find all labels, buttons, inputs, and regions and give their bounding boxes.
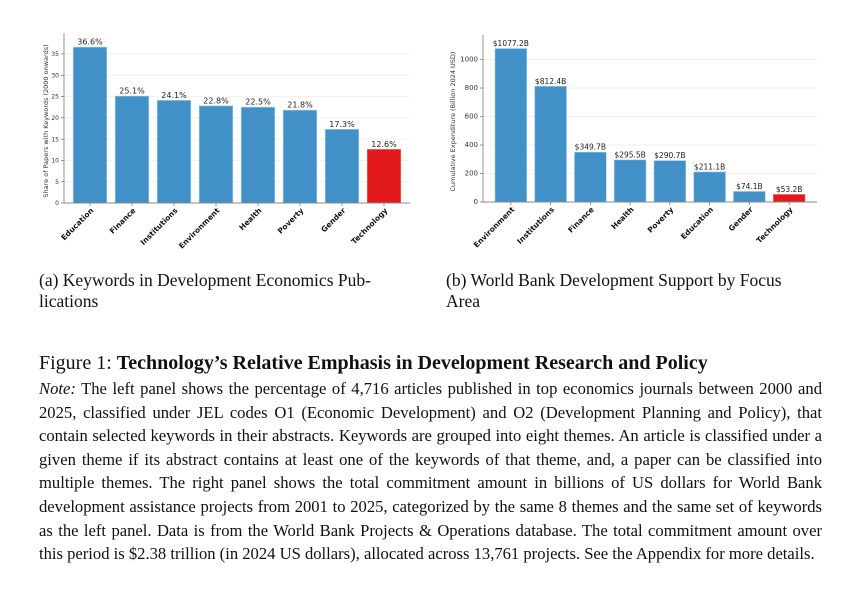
data-label: $74.1B [736,182,763,191]
x-tick-label: Health [609,205,635,231]
subcaption-a: (a) Keywords in Development Economics Pu… [39,270,424,312]
y-tick-label: 0 [474,198,478,206]
data-label: $290.7B [654,151,685,160]
x-tick-label: Institutions [139,206,180,247]
data-label: 22.5% [245,98,271,107]
data-label: $349.7B [575,143,606,152]
x-tick-label: Poverty [646,205,676,235]
bar-institutions [534,85,567,203]
bar-gender [733,191,766,203]
y-tick-label: 15 [51,136,59,143]
y-tick-label: 0 [55,200,59,207]
data-label: 17.3% [329,120,355,129]
bar-technology [772,194,806,203]
y-tick-label: 800 [465,84,478,92]
bar-gender [324,129,360,204]
x-tick-label: Finance [108,206,138,236]
y-axis-title: Share of Papers with Keywords (2000 onwa… [42,44,50,197]
figure-caption: Figure 1: Technology’s Relative Emphasis… [39,351,824,375]
x-tick-label: Finance [566,205,596,235]
data-label: $1077.2B [493,39,529,48]
x-tick-label: Institutions [515,205,556,246]
y-tick-label: 35 [51,51,59,58]
subcaption-b: (b) World Bank Development Support by Fo… [446,270,831,312]
bar-institutions [156,100,192,204]
data-label: 21.8% [287,101,313,110]
data-label: $211.1B [694,162,725,171]
x-tick-label: Environment [177,206,222,251]
y-tick-label: 10 [51,158,59,165]
figure-title: Technology’s Relative Emphasis in Develo… [116,352,708,374]
note-text: The left panel shows the percentage of 4… [39,379,822,564]
data-label: $812.4B [535,77,566,86]
data-label: $53.2B [776,185,803,194]
bar-education [72,46,108,204]
subcaption-b-line2: Area [446,291,481,311]
bar-health [240,106,276,204]
figure-note: Note: The left panel shows the percentag… [39,377,822,566]
charts-canvas: 36.6% Education 25.1% Finance 24.1% Instituti… [42,33,817,251]
y-tick-label: 20 [51,115,59,122]
data-label: $295.5B [614,150,645,159]
data-label: 25.1% [119,87,145,96]
bar-health [613,159,647,203]
x-tick-label: Environment [472,205,517,250]
y-tick-label: 30 [51,72,59,79]
bar-technology [366,149,402,204]
x-tick-label: Education [679,205,715,241]
bar-poverty [282,109,318,204]
x-tick-label: Health [237,206,263,232]
data-label: 12.6% [371,140,397,149]
bar-education [693,171,726,203]
x-tick-label: Technology [349,206,389,246]
x-tick-label: Education [59,206,95,242]
y-tick-label: 200 [465,170,478,178]
note-label: Note: [39,379,76,398]
y-tick-label: 400 [465,141,478,149]
data-label: 36.6% [77,38,103,47]
x-tick-label: Poverty [276,206,306,236]
x-tick-label: Gender [727,205,755,233]
subcaption-b-line1: (b) World Bank Development Support by Fo… [446,270,782,290]
bar-finance [574,151,607,203]
bar-poverty [653,160,687,203]
subcaption-a-line1: (a) Keywords in Development Economics Pu… [39,270,371,290]
y-tick-label: 600 [465,113,478,121]
y-tick-label: 25 [51,94,59,101]
data-label: 22.8% [203,96,229,105]
subcaption-a-line2: lications [39,291,99,311]
figure-label: Figure 1: [39,352,117,374]
data-label: 24.1% [161,91,187,100]
y-tick-label: 5 [55,179,59,186]
chart-worldbank-support: $1077.2B Environment $812.4B Institutions $3… [449,35,817,250]
bar-finance [114,95,150,204]
x-tick-label: Technology [755,205,795,245]
y-axis-title: Cumulative Expenditure (Billion 2024 USD… [449,52,457,192]
x-tick-label: Gender [319,206,347,234]
y-tick-label: 1000 [460,56,478,64]
chart-keywords-publications: 36.6% Education 25.1% Finance 24.1% Instituti… [42,33,410,251]
bar-environment [198,105,234,204]
bar-environment [494,48,528,203]
